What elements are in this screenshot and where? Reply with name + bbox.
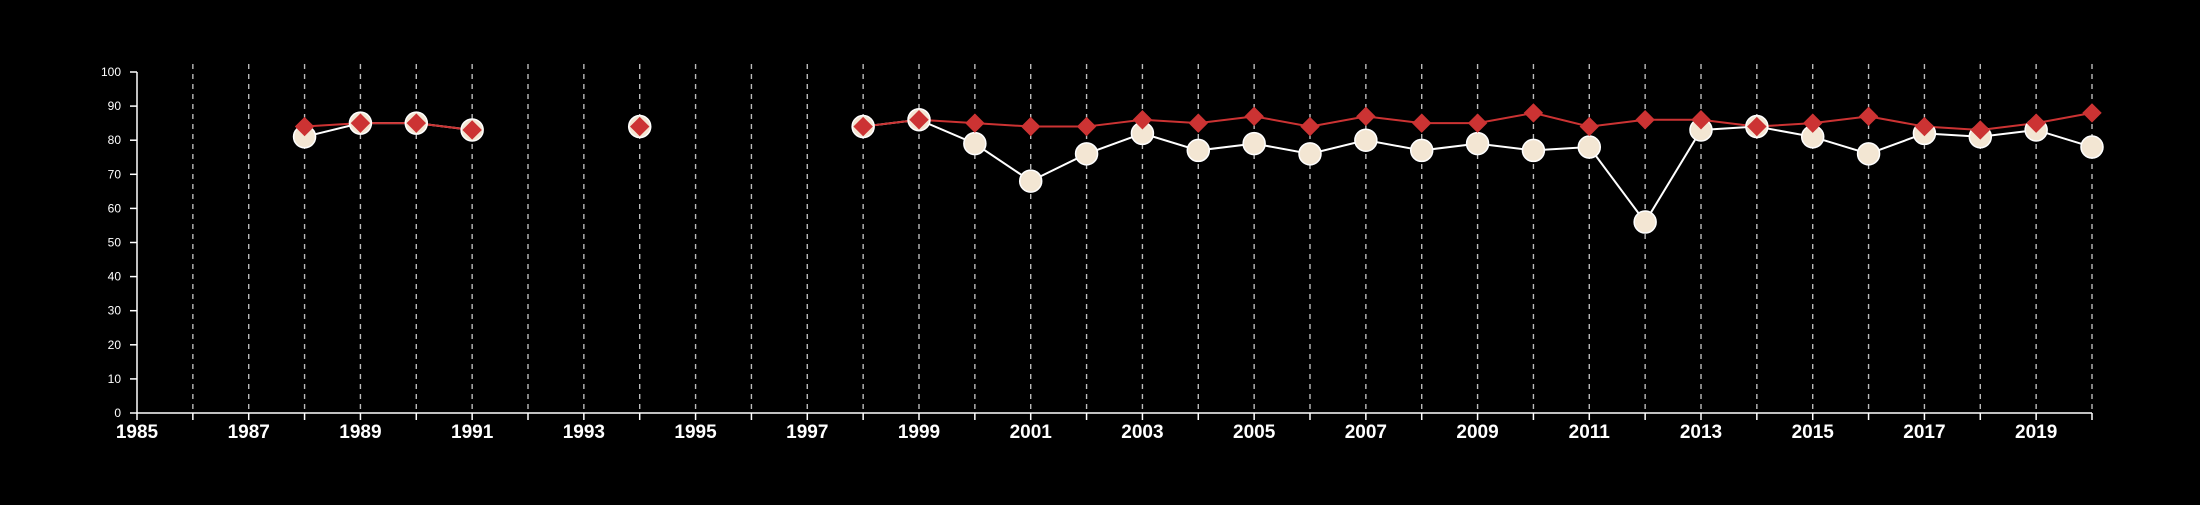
x-tick-label: 2013 bbox=[1680, 422, 1722, 443]
x-tick-label: 2005 bbox=[1233, 422, 1276, 443]
x-tick-label: 1993 bbox=[563, 422, 605, 443]
data-point-circle bbox=[1186, 138, 1211, 163]
data-point-diamond bbox=[1691, 110, 1711, 130]
data-point-circle bbox=[1074, 142, 1099, 166]
data-point-circle bbox=[1242, 131, 1266, 156]
data-point-diamond bbox=[965, 113, 985, 133]
data-point-diamond bbox=[1914, 116, 1935, 137]
data-point-diamond bbox=[1970, 120, 1990, 140]
data-point-diamond bbox=[462, 120, 482, 140]
data-point-circle bbox=[2080, 135, 2104, 159]
data-point-diamond bbox=[406, 113, 426, 133]
x-tick-label: 2011 bbox=[1569, 422, 1611, 443]
data-point-diamond bbox=[1300, 116, 1320, 137]
data-point-diamond bbox=[2026, 113, 2046, 133]
data-point-diamond bbox=[1244, 106, 1264, 127]
x-tick-label: 1991 bbox=[451, 422, 494, 443]
data-point-circle bbox=[1577, 135, 1602, 159]
data-point-diamond bbox=[1188, 113, 1208, 133]
data-point-diamond bbox=[1467, 113, 1488, 133]
data-point-diamond bbox=[1747, 116, 1767, 137]
y-tick-label: 40 bbox=[108, 270, 122, 284]
x-tick-label: 1995 bbox=[674, 422, 717, 443]
series-line-2 bbox=[304, 122, 473, 131]
y-tick-label: 30 bbox=[108, 304, 122, 318]
y-tick-label: 60 bbox=[108, 201, 122, 215]
data-point-diamond bbox=[1356, 106, 1376, 127]
data-point-diamond bbox=[1021, 116, 1041, 137]
x-tick-label: 2019 bbox=[2015, 422, 2057, 443]
y-tick-label: 90 bbox=[108, 99, 122, 113]
data-point-diamond bbox=[853, 116, 873, 137]
y-tick-label: 20 bbox=[108, 338, 122, 352]
x-tick-label: 2003 bbox=[1121, 422, 1163, 443]
data-point-diamond bbox=[1635, 110, 1655, 130]
data-point-diamond bbox=[1858, 106, 1879, 127]
data-point-diamond bbox=[2082, 103, 2102, 123]
x-tick-label: 1989 bbox=[339, 422, 381, 443]
data-point-diamond bbox=[1076, 116, 1097, 137]
data-point-diamond bbox=[1579, 116, 1599, 137]
data-point-diamond bbox=[1523, 103, 1544, 123]
data-point-diamond bbox=[294, 116, 315, 137]
data-point-circle bbox=[1298, 142, 1322, 166]
x-tick-label: 2017 bbox=[1903, 422, 1945, 443]
data-point-circle bbox=[1521, 138, 1546, 163]
x-tick-label: 2001 bbox=[1010, 422, 1053, 443]
x-tick-label: 1987 bbox=[228, 422, 270, 443]
data-point-diamond bbox=[350, 113, 371, 133]
data-point-diamond bbox=[909, 110, 929, 130]
y-tick-label: 10 bbox=[108, 372, 122, 386]
y-tick-label: 70 bbox=[108, 167, 122, 181]
y-tick-label: 0 bbox=[114, 406, 121, 420]
data-point-circle bbox=[1018, 169, 1043, 193]
data-point-diamond bbox=[1412, 113, 1432, 133]
data-point-diamond bbox=[1132, 110, 1153, 130]
x-tick-label: 2015 bbox=[1792, 422, 1835, 443]
y-tick-label: 100 bbox=[101, 65, 121, 79]
data-point-circle bbox=[963, 131, 987, 156]
x-tick-label: 1985 bbox=[116, 422, 159, 443]
data-point-circle bbox=[1856, 142, 1881, 166]
x-tick-label: 2007 bbox=[1345, 422, 1387, 443]
data-point-circle bbox=[1465, 131, 1490, 156]
data-point-circle bbox=[1633, 210, 1657, 234]
x-tick-label: 2009 bbox=[1456, 422, 1498, 443]
x-tick-label: 1997 bbox=[786, 422, 828, 443]
data-point-circle bbox=[1409, 138, 1434, 163]
data-point-diamond bbox=[1803, 113, 1823, 133]
x-tick-label: 1999 bbox=[898, 422, 940, 443]
data-point-circle bbox=[1354, 128, 1378, 152]
y-tick-label: 50 bbox=[108, 236, 122, 250]
data-point-diamond bbox=[630, 116, 650, 137]
y-tick-label: 80 bbox=[108, 133, 122, 147]
